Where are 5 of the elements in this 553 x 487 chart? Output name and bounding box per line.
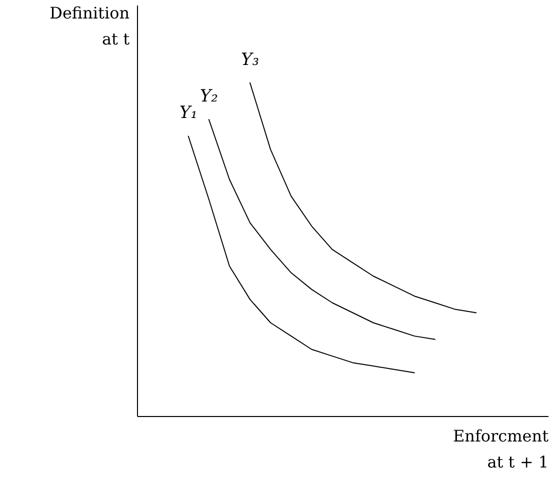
x-axis-title: Enforcment at t + 1 xyxy=(452,426,550,472)
series-label: Y₂ xyxy=(200,86,218,107)
series-label: Y₃ xyxy=(241,50,260,70)
y-axis-title: Definition at t xyxy=(50,4,130,48)
series-label: Y₁ xyxy=(179,103,198,124)
